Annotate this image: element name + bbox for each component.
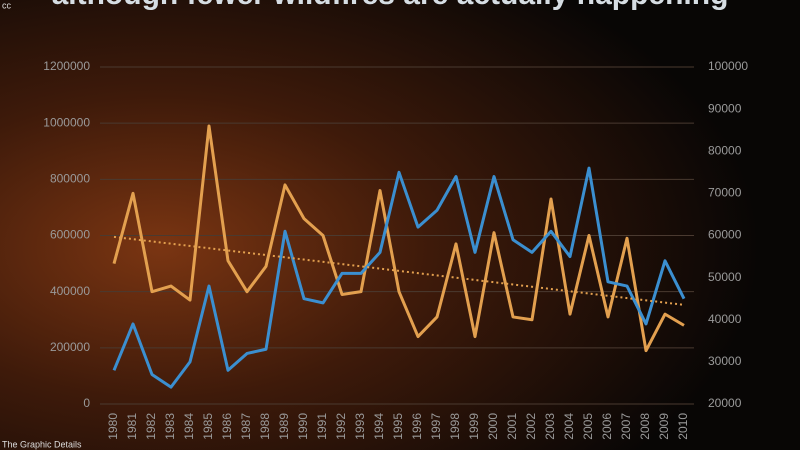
x-tick-label: 2004 [562,413,576,440]
y2-tick-label: 70000 [708,186,742,200]
y-tick-label: 0 [83,396,90,410]
license-mark: cc [2,0,12,10]
y2-tick-label: 40000 [708,312,742,326]
series-line [112,166,686,389]
x-tick-label: 1992 [334,413,348,440]
x-tick-label: 1997 [429,413,443,440]
x-tick-label: 2006 [600,413,614,440]
x-tick-label: 1982 [144,413,158,440]
y2-tick-label: 30000 [708,354,742,368]
y-tick-label: 600000 [50,228,90,242]
x-tick-label: 1984 [182,413,196,440]
x-tick-label: 2000 [486,413,500,440]
y2-tick-label: 90000 [708,101,742,115]
slide-title: although fewer wildfires are actually ha… [52,0,729,11]
x-tick-label: 1991 [315,413,329,440]
credit: The Graphic Details [2,439,82,449]
x-tick-label: 1989 [277,413,291,440]
x-tick-label: 2002 [524,413,538,440]
y-tick-label: 1200000 [43,59,90,73]
y2-tick-label: 50000 [708,270,742,284]
x-tick-label: 1994 [372,413,386,440]
y-tick-label: 200000 [50,340,90,354]
y2-tick-label: 100000 [708,59,748,73]
y2-tick-label: 80000 [708,143,742,157]
x-tick-label: 1987 [239,413,253,440]
x-tick-label: 2003 [543,413,557,440]
x-tick-label: 2009 [657,413,671,440]
x-tick-label: 1986 [220,413,234,440]
y-tick-label: 1000000 [43,115,90,129]
x-tick-label: 1983 [163,413,177,440]
x-tick-label: 2010 [676,413,690,440]
y-tick-label: 400000 [50,284,90,298]
y2-tick-label: 20000 [708,396,742,410]
x-tick-label: 1999 [467,413,481,440]
trend-line [113,235,685,306]
x-tick-label: 1996 [410,413,424,440]
x-tick-label: 1985 [201,413,215,440]
x-tick-label: 2008 [638,413,652,440]
x-tick-label: 1995 [391,413,405,440]
series-line [112,124,685,353]
x-tick-label: 1998 [448,413,462,440]
x-tick-label: 1980 [106,413,120,440]
x-tick-label: 1990 [296,413,310,440]
x-tick-label: 2005 [581,413,595,440]
x-tick-label: 1988 [258,413,272,440]
x-tick-label: 2007 [619,413,633,440]
y2-tick-label: 60000 [708,228,742,242]
x-tick-label: 1993 [353,413,367,440]
x-tick-label: 1981 [125,413,139,440]
y-tick-label: 800000 [50,172,90,186]
x-tick-label: 2001 [505,413,519,440]
